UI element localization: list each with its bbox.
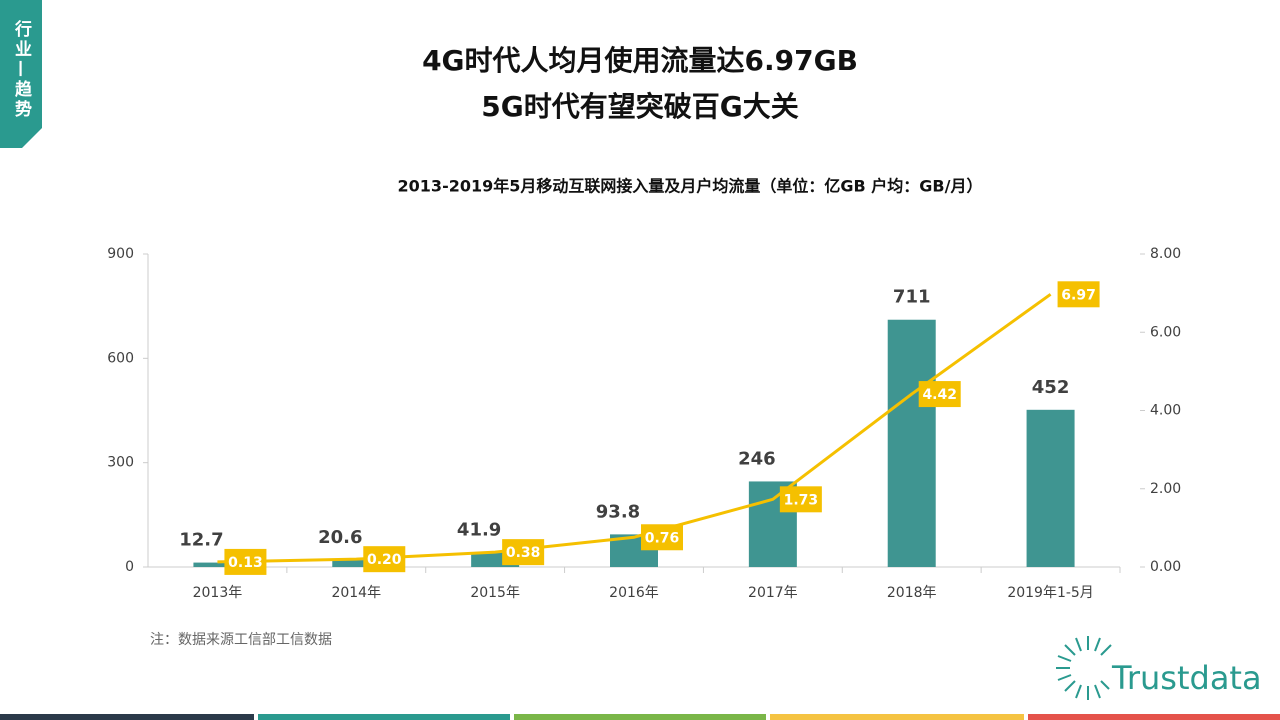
logo-text: Trustdata <box>1111 659 1262 697</box>
y2-tick-label: 6.00 <box>1150 324 1181 340</box>
y2-tick-label: 0.00 <box>1150 559 1181 575</box>
bar-label: 246 <box>738 448 776 469</box>
line-label-box <box>1057 281 1100 308</box>
y2-tick-label: 2.00 <box>1150 481 1181 497</box>
x-tick-label: 2014年 <box>331 585 381 601</box>
note: 注：数据来源工信部工信数据 <box>150 632 332 648</box>
logo-icon <box>1056 636 1112 700</box>
y-tick-label: 600 <box>107 350 134 366</box>
stripe <box>258 714 510 720</box>
x-tick-label: 2016年 <box>609 585 659 601</box>
side-tab-text: 行业—趋势 <box>11 19 33 120</box>
line-label: 0.76 <box>645 530 680 546</box>
y-tick-label: 0 <box>125 559 134 575</box>
bar <box>193 562 242 567</box>
title-line: 4G时代人均月使用流量达6.97GB <box>422 44 858 77</box>
line-label-box <box>363 546 406 573</box>
stripe <box>770 714 1024 720</box>
x-tick-label: 2013年 <box>193 585 243 601</box>
y-tick-label: 300 <box>107 455 134 471</box>
bar-label: 41.9 <box>457 519 501 540</box>
y-tick-label: 900 <box>107 246 134 262</box>
x-tick-label: 2015年 <box>470 585 520 601</box>
title-line: 5G时代有望突破百G大关 <box>481 90 798 123</box>
bar-label: 452 <box>1032 377 1070 398</box>
line-label-box <box>224 548 267 575</box>
y2-tick-label: 4.00 <box>1150 403 1181 419</box>
x-tick-label: 2017年 <box>748 585 798 601</box>
stripe <box>514 714 766 720</box>
bar-label: 20.6 <box>318 527 362 548</box>
line-label: 0.13 <box>228 555 263 571</box>
line-label: 4.42 <box>922 387 957 403</box>
x-tick-label: 2018年 <box>887 585 937 601</box>
bar <box>1026 409 1075 567</box>
line-label: 6.97 <box>1061 287 1096 303</box>
line <box>217 293 1052 564</box>
line-label-box <box>641 524 683 551</box>
line-label: 1.73 <box>784 492 819 508</box>
plot: 0 300 600 900 0.00 2.00 4.00 6.00 8.00 2013年 2014年… <box>107 246 1181 601</box>
stripe <box>0 714 254 720</box>
chart-title: 2013-2019年5月移动互联网接入量及月户均流量（单位：亿GB 户均：GB/… <box>398 177 983 196</box>
bar-label: 93.8 <box>596 501 640 522</box>
stripe <box>1028 714 1280 720</box>
bar-label: 711 <box>893 287 931 308</box>
x-tick-label: 2019年1-5月 <box>1007 585 1094 601</box>
line-label-box <box>502 539 545 566</box>
line-label-box <box>918 381 961 408</box>
y2-tick-label: 8.00 <box>1150 246 1181 262</box>
line-label: 0.20 <box>367 552 402 568</box>
side-tab <box>0 0 42 148</box>
bar <box>887 319 936 567</box>
bar <box>332 559 381 567</box>
bar-label: 12.7 <box>179 530 223 551</box>
line-label: 0.38 <box>506 545 541 561</box>
line-label-box <box>779 486 822 513</box>
